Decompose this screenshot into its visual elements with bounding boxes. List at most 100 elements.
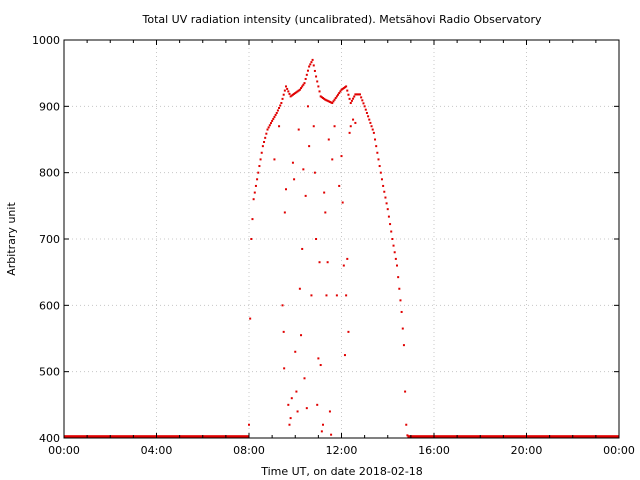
data-point (315, 238, 318, 240)
data-point (294, 350, 297, 353)
data-point (331, 102, 334, 105)
data-point (263, 140, 266, 143)
data-point (345, 294, 348, 297)
data-point (283, 89, 286, 92)
data-point (363, 105, 366, 108)
y-tick-label: 1000 (32, 34, 60, 47)
data-point (390, 230, 393, 233)
data-point (301, 247, 304, 250)
data-point (265, 132, 268, 135)
data-point (264, 136, 267, 139)
data-point (389, 223, 392, 226)
data-point (316, 80, 319, 83)
data-point (387, 215, 390, 218)
data-point (302, 168, 305, 171)
data-point (282, 330, 285, 333)
data-point (269, 122, 272, 125)
data-point (288, 92, 291, 95)
data-point (326, 99, 329, 102)
data-point (385, 202, 388, 205)
data-point (276, 109, 279, 112)
y-tick-label: 600 (39, 299, 60, 312)
data-point (359, 93, 361, 96)
data-point (273, 158, 276, 161)
data-point (285, 188, 287, 191)
data-point (281, 304, 284, 307)
data-point (338, 184, 341, 187)
data-point (285, 85, 287, 88)
data-point (256, 178, 259, 181)
data-point (253, 191, 256, 194)
y-tick-label: 700 (39, 233, 60, 246)
data-point (406, 434, 409, 437)
data-point (310, 294, 313, 297)
data-point (355, 93, 358, 96)
data-point (341, 201, 344, 204)
data-point (401, 327, 404, 330)
x-tick-label: 00:00 (603, 444, 635, 457)
x-tick-label: 16:00 (418, 444, 450, 457)
data-point (303, 82, 306, 85)
data-point (250, 238, 253, 240)
baseline-points (407, 435, 619, 439)
data-point (290, 397, 293, 400)
data-point (297, 128, 300, 131)
data-point (404, 390, 407, 393)
data-point (348, 97, 351, 100)
data-point (268, 124, 271, 127)
data-point (252, 198, 255, 201)
data-point (287, 403, 290, 406)
data-point (258, 165, 261, 168)
data-point (367, 115, 370, 118)
data-point (289, 417, 292, 420)
data-point (360, 96, 363, 99)
data-point (330, 101, 333, 104)
data-point (346, 89, 349, 92)
data-point (305, 73, 308, 76)
data-point (295, 91, 298, 94)
data-point (393, 251, 396, 254)
data-point (394, 257, 397, 260)
data-point (275, 111, 278, 114)
data-point (273, 115, 276, 118)
data-point (340, 155, 343, 158)
data-point (334, 97, 337, 100)
data-point (290, 94, 293, 97)
data-point (339, 90, 342, 93)
data-point (261, 145, 264, 148)
data-point (370, 125, 373, 128)
data-point (335, 95, 338, 98)
data-point (298, 287, 301, 290)
data-point (402, 344, 405, 347)
data-point (380, 178, 383, 181)
data-point (327, 100, 330, 103)
data-point (287, 90, 290, 93)
data-point (322, 97, 324, 100)
data-point (349, 125, 352, 128)
data-point (260, 151, 263, 154)
data-point (353, 95, 356, 98)
data-point (349, 102, 352, 105)
data-point (398, 287, 401, 290)
data-point (278, 125, 281, 128)
y-tick-label: 500 (39, 366, 60, 379)
data-point (311, 58, 314, 61)
data-point (267, 126, 270, 129)
data-point (357, 93, 360, 96)
data-point (320, 96, 323, 99)
data-point (342, 87, 345, 90)
data-point (254, 184, 257, 187)
data-point (300, 87, 303, 90)
data-point (318, 90, 321, 93)
data-point (303, 377, 306, 380)
data-point (346, 257, 349, 260)
x-tick-label: 00:00 (48, 444, 80, 457)
data-point (345, 85, 348, 88)
data-point (371, 128, 374, 131)
data-point (331, 158, 334, 161)
data-point (306, 69, 309, 72)
data-point (296, 90, 299, 93)
data-point (257, 171, 260, 174)
data-point (324, 98, 327, 101)
